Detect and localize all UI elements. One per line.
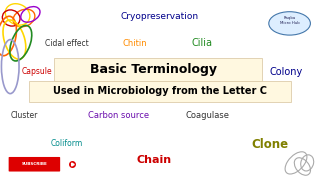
Text: Capsule: Capsule: [21, 68, 52, 76]
FancyBboxPatch shape: [9, 157, 60, 172]
FancyBboxPatch shape: [29, 81, 291, 102]
Text: Cidal effect: Cidal effect: [45, 39, 89, 48]
Text: SUBSCRIBE: SUBSCRIBE: [21, 162, 47, 166]
Text: Chitin: Chitin: [122, 39, 147, 48]
Text: Cilia: Cilia: [191, 38, 212, 48]
Text: Carbon source: Carbon source: [88, 111, 149, 120]
Text: Basic Terminology: Basic Terminology: [90, 63, 217, 76]
FancyBboxPatch shape: [54, 58, 262, 81]
Text: Clone: Clone: [252, 138, 289, 150]
Text: Cluster: Cluster: [10, 111, 38, 120]
Text: Coagulase: Coagulase: [186, 111, 230, 120]
Text: Cryopreservation: Cryopreservation: [121, 12, 199, 21]
Text: Coliform: Coliform: [51, 140, 83, 148]
Text: Used in Microbiology from the Letter C: Used in Microbiology from the Letter C: [53, 86, 267, 96]
Text: Raqba
Micro Hub: Raqba Micro Hub: [280, 16, 300, 25]
Text: Colony: Colony: [270, 67, 303, 77]
Circle shape: [269, 12, 310, 35]
Text: Chain: Chain: [136, 155, 171, 165]
